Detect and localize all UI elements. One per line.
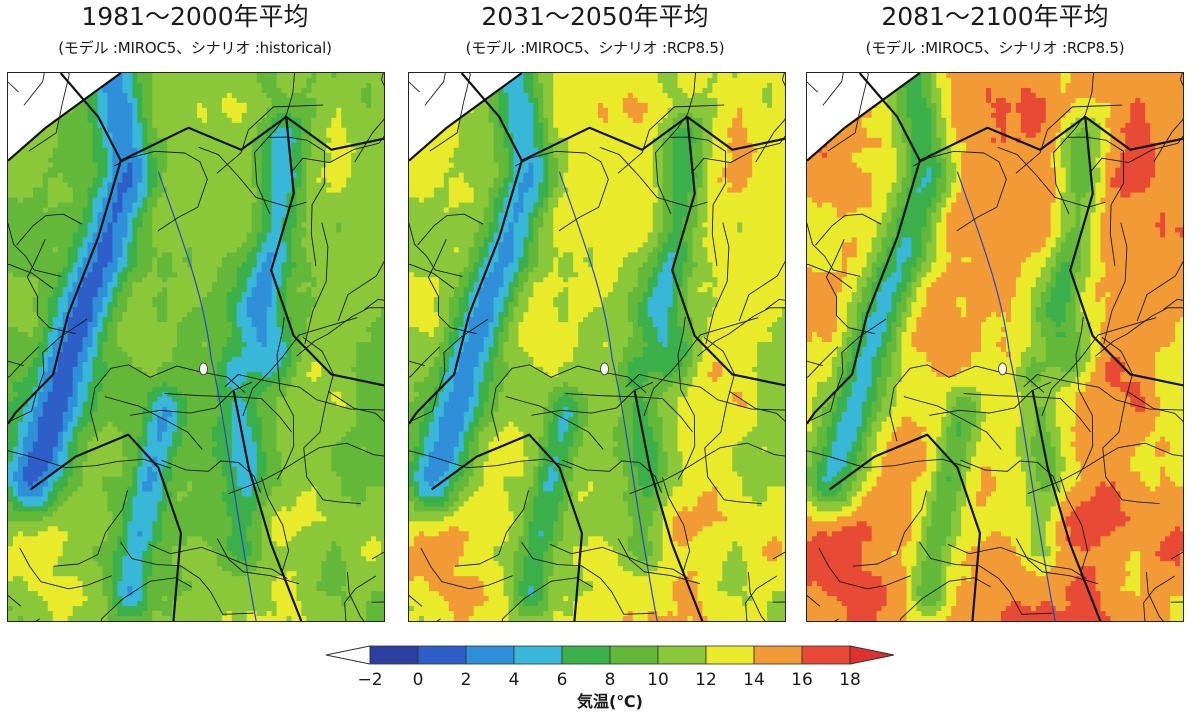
lake <box>600 362 609 376</box>
colorbar-tick-label: 4 <box>509 670 520 690</box>
coastline <box>8 73 122 162</box>
temperature-field <box>409 73 785 621</box>
colorbar-tick-label: 18 <box>839 670 861 690</box>
temperature-map <box>408 72 786 622</box>
colorbar-under-arrow <box>325 645 371 665</box>
temperature-map <box>7 72 385 622</box>
colorbar-segment <box>513 645 563 665</box>
colorbar-tick-label: 16 <box>791 670 813 690</box>
municipal-boundaries <box>807 73 1183 621</box>
major-boundaries <box>409 73 785 621</box>
rivers <box>558 171 658 621</box>
coastline <box>807 73 921 162</box>
temperature-map-image <box>807 73 1183 621</box>
colorbar-tick-label: 14 <box>743 670 765 690</box>
colorbar-tick-label: 12 <box>695 670 717 690</box>
lake <box>998 362 1007 376</box>
major-boundaries <box>807 73 1183 621</box>
panel-subtitle: (モデル :MIROC5、シナリオ :RCP8.5) <box>400 38 790 58</box>
colorbar-tick-label: 2 <box>461 670 472 690</box>
colorbar-segment <box>753 645 803 665</box>
municipal-boundaries <box>8 73 384 621</box>
colorbar: −2 0 2 4 6 8 10 12 14 16 18 気温(℃) <box>320 640 900 717</box>
panel-subtitle: (モデル :MIROC5、シナリオ :historical) <box>0 38 390 58</box>
major-boundaries <box>8 73 384 621</box>
coastline <box>409 73 523 162</box>
panel-title: 1981〜2000年平均 <box>0 2 390 32</box>
sea-area <box>8 73 121 161</box>
colorbar-segment <box>369 645 419 665</box>
colorbar-tick-label: −2 <box>357 670 382 690</box>
rivers <box>157 171 257 621</box>
temperature-field <box>8 73 384 621</box>
lake <box>199 362 208 376</box>
colorbar-segment <box>801 645 851 665</box>
rivers <box>956 171 1056 621</box>
colorbar-label: 気温(℃) <box>320 692 900 712</box>
colorbar-segment <box>465 645 515 665</box>
colorbar-tick-label: 10 <box>647 670 669 690</box>
colorbar-segment <box>705 645 755 665</box>
temperature-map <box>806 72 1184 622</box>
temperature-map-image <box>8 73 384 621</box>
panel-title: 2081〜2100年平均 <box>800 2 1190 32</box>
sea-area <box>807 73 920 161</box>
temperature-field <box>807 73 1183 621</box>
sea-area <box>409 73 522 161</box>
temperature-map-image <box>409 73 785 621</box>
colorbar-segment <box>417 645 467 665</box>
panel-subtitle: (モデル :MIROC5、シナリオ :RCP8.5) <box>800 38 1190 58</box>
panel-title: 2031〜2050年平均 <box>400 2 790 32</box>
municipal-boundaries <box>409 73 785 621</box>
colorbar-scale <box>325 645 895 665</box>
colorbar-over-arrow <box>849 645 895 665</box>
colorbar-tick-label: 6 <box>557 670 568 690</box>
colorbar-segment <box>657 645 707 665</box>
colorbar-tick-label: 0 <box>413 670 424 690</box>
colorbar-segment <box>609 645 659 665</box>
colorbar-tick-label: 8 <box>605 670 616 690</box>
colorbar-segment <box>561 645 611 665</box>
